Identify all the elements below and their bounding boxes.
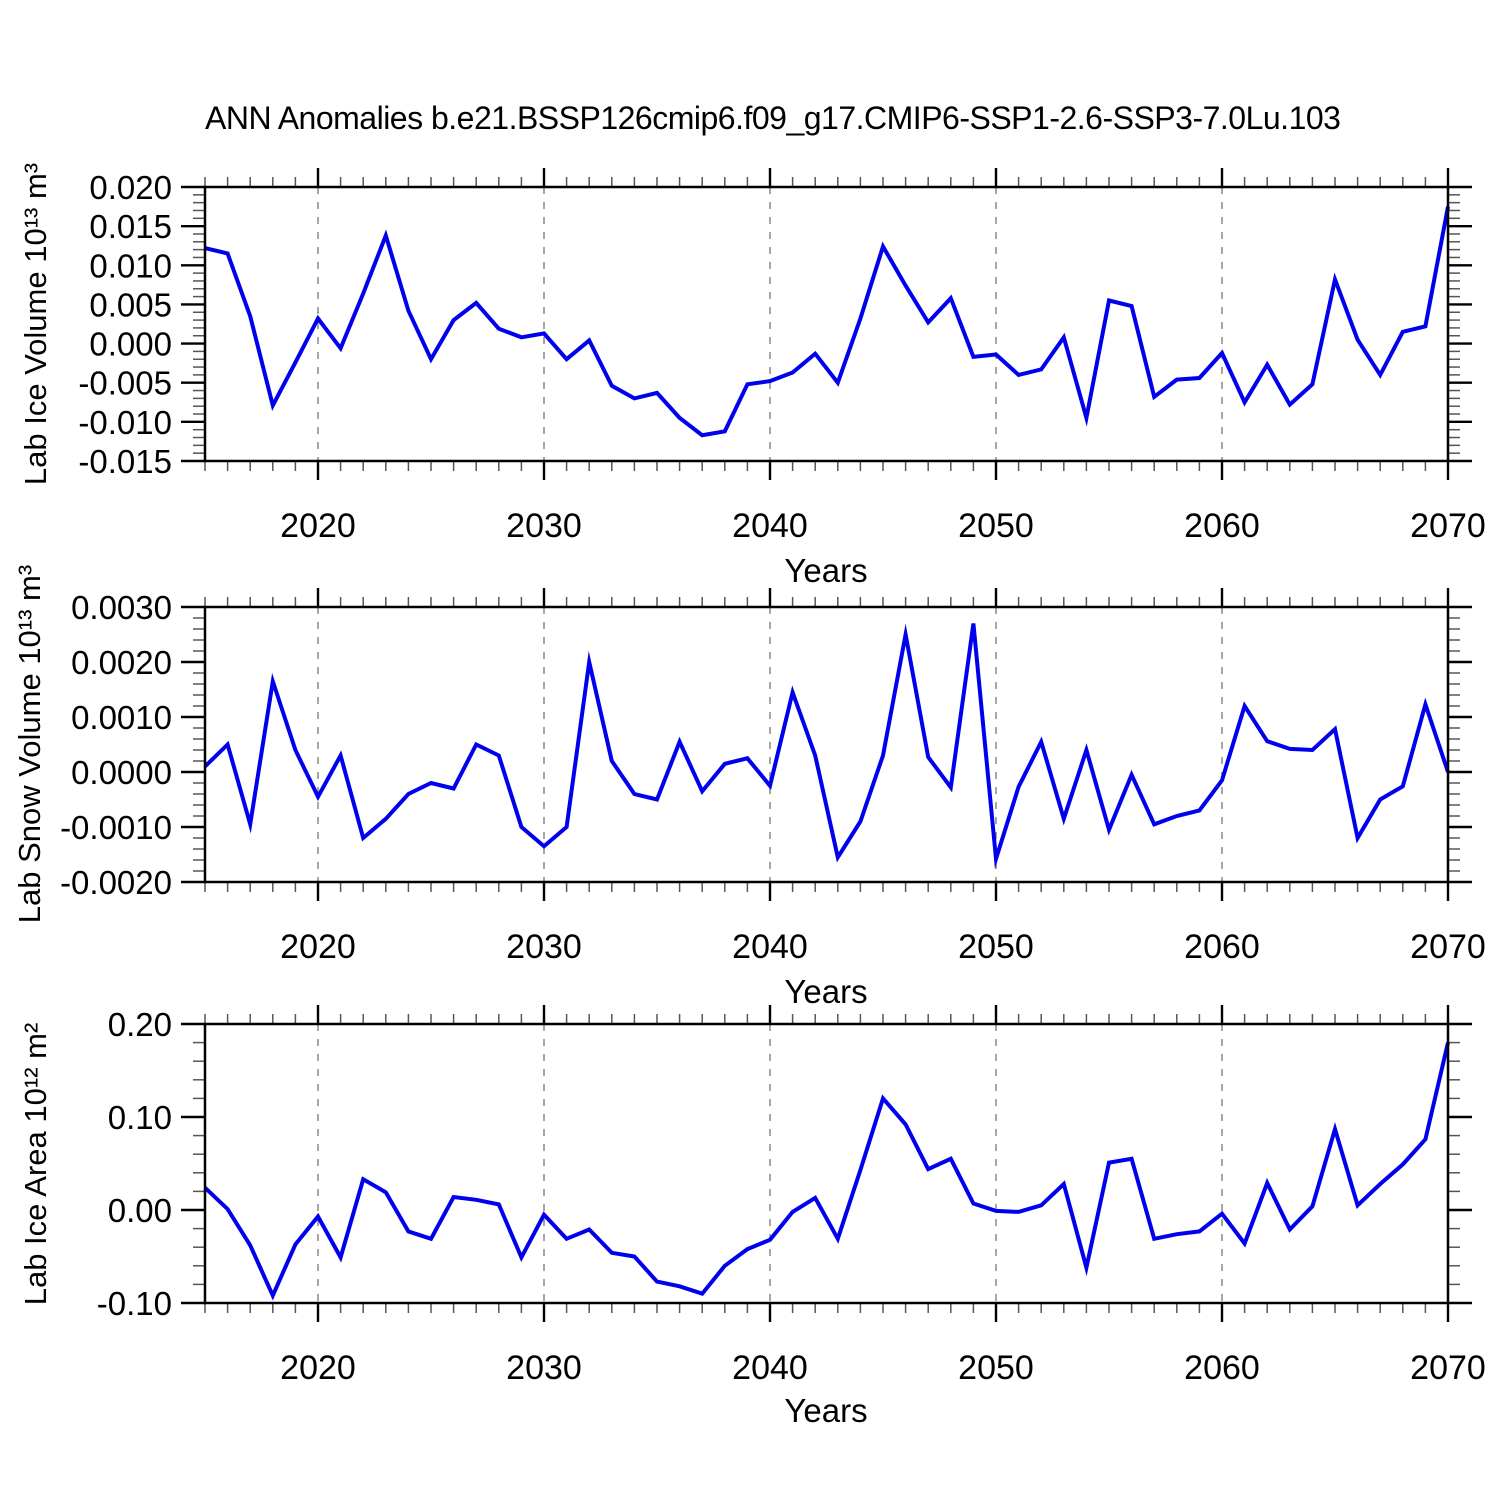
data-line-bottom [203, 1042, 1450, 1301]
x-tick-label: 2030 [506, 1349, 582, 1387]
x-tick-label: 2020 [280, 1349, 356, 1387]
panel-middle-chart: 0.0030 0.0020 0.0010 0.0000 -0.0010 -0.0020 20… [60, 588, 1486, 966]
x-tick-label: 2040 [732, 507, 808, 545]
y-tick-label: 0.0010 [71, 699, 172, 736]
data-line-top [204, 206, 1450, 438]
y-tick-label: 0.0030 [71, 589, 172, 626]
x-axis-title-middle: Years [784, 973, 868, 1010]
y-tick-label: 0.020 [89, 169, 172, 206]
x-tick-label: 2070 [1410, 928, 1486, 966]
x-tick-label: 2060 [1184, 1349, 1260, 1387]
plot-frame [203, 1022, 1450, 1305]
plot-frame [203, 185, 1450, 463]
y-tick-label: 0.005 [89, 286, 172, 323]
panel-bottom-chart: 0.20 0.10 0.00 -0.10 2020 2030 2040 2050 2060 207… [97, 1005, 1486, 1387]
x-tick-label: 2060 [1184, 928, 1260, 966]
y-tick-label: -0.010 [78, 404, 172, 441]
x-tick-label: 2050 [958, 1349, 1034, 1387]
y-tick-label: 0.000 [89, 326, 172, 363]
panel-top-chart: 0.0200.0150.0100.0050.000-0.005-0.010-0.… [78, 168, 1486, 545]
x-tick-label: 2020 [280, 928, 356, 966]
x-tick-label: 2060 [1184, 507, 1260, 545]
y-axis-title-snow-volume: Lab Snow Volume 10¹³ m³ [12, 564, 47, 924]
y-tick-label: -0.015 [78, 443, 172, 480]
y-axis-title-ice-volume: Lab Ice Volume 10¹³ m³ [18, 162, 53, 486]
x-tick-label: 2030 [506, 928, 582, 966]
x-tick-label: 2040 [732, 928, 808, 966]
y-tick-label: 0.20 [108, 1006, 172, 1043]
y-axis-title-ice-area: Lab Ice Area 10¹² m² [18, 1022, 53, 1306]
y-tick-label: -0.005 [78, 365, 172, 402]
x-tick-label: 2040 [732, 1349, 808, 1387]
chart-title: ANN Anomalies b.e21.BSSP126cmip6.f09_g17… [205, 100, 1341, 136]
data-line-middle [203, 623, 1450, 869]
y-tick-label: 0.010 [89, 247, 172, 284]
x-tick-label: 2050 [958, 928, 1034, 966]
x-axis-title-bottom: Years [784, 1392, 868, 1429]
x-tick-label: 2030 [506, 507, 582, 545]
x-axis-title-top: Years [784, 552, 868, 589]
y-tick-label: -0.0020 [60, 864, 172, 901]
x-tick-label: 2050 [958, 507, 1034, 545]
y-tick-label: 0.00 [108, 1192, 172, 1229]
y-tick-label: 0.10 [108, 1099, 172, 1136]
x-tick-label: 2020 [280, 507, 356, 545]
y-tick-label: -0.0010 [60, 809, 172, 846]
y-tick-label: -0.10 [97, 1285, 172, 1322]
x-tick-label: 2070 [1410, 507, 1486, 545]
x-tick-label: 2070 [1410, 1349, 1486, 1387]
y-tick-label: 0.0000 [71, 754, 172, 791]
y-tick-label: 0.015 [89, 208, 172, 245]
y-tick-label: 0.0020 [71, 644, 172, 681]
plot-frame [203, 605, 1450, 884]
